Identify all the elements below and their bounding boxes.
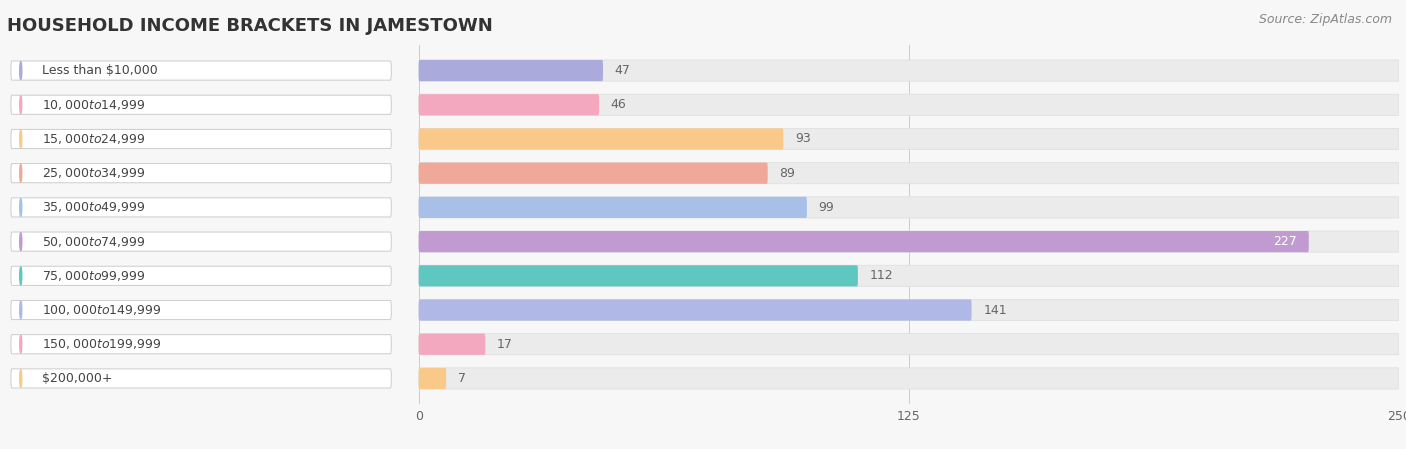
FancyBboxPatch shape (419, 128, 783, 150)
Text: 46: 46 (610, 98, 627, 111)
FancyBboxPatch shape (419, 128, 1399, 150)
Text: 17: 17 (498, 338, 513, 351)
FancyBboxPatch shape (11, 369, 391, 388)
Text: 7: 7 (458, 372, 465, 385)
FancyBboxPatch shape (419, 94, 599, 115)
Text: 47: 47 (614, 64, 631, 77)
Text: $50,000 to $74,999: $50,000 to $74,999 (42, 235, 146, 249)
Text: $10,000 to $14,999: $10,000 to $14,999 (42, 98, 146, 112)
Text: $150,000 to $199,999: $150,000 to $199,999 (42, 337, 162, 351)
Circle shape (20, 164, 21, 182)
Circle shape (20, 335, 21, 353)
Text: $15,000 to $24,999: $15,000 to $24,999 (42, 132, 146, 146)
FancyBboxPatch shape (11, 335, 391, 354)
Circle shape (20, 233, 21, 251)
Circle shape (20, 301, 21, 319)
FancyBboxPatch shape (419, 163, 768, 184)
FancyBboxPatch shape (419, 299, 972, 321)
Text: 112: 112 (870, 269, 893, 282)
FancyBboxPatch shape (11, 163, 391, 183)
FancyBboxPatch shape (11, 232, 391, 251)
Text: $200,000+: $200,000+ (42, 372, 112, 385)
FancyBboxPatch shape (11, 266, 391, 286)
Text: 227: 227 (1274, 235, 1296, 248)
FancyBboxPatch shape (11, 95, 391, 114)
FancyBboxPatch shape (419, 231, 1399, 252)
FancyBboxPatch shape (419, 197, 1399, 218)
FancyBboxPatch shape (419, 334, 485, 355)
Text: 89: 89 (779, 167, 796, 180)
FancyBboxPatch shape (419, 265, 858, 286)
Circle shape (20, 62, 21, 79)
FancyBboxPatch shape (11, 300, 391, 320)
Text: $25,000 to $34,999: $25,000 to $34,999 (42, 166, 146, 180)
Circle shape (20, 370, 21, 387)
FancyBboxPatch shape (419, 231, 1309, 252)
FancyBboxPatch shape (419, 299, 1399, 321)
Text: HOUSEHOLD INCOME BRACKETS IN JAMESTOWN: HOUSEHOLD INCOME BRACKETS IN JAMESTOWN (7, 17, 492, 35)
FancyBboxPatch shape (419, 265, 1399, 286)
FancyBboxPatch shape (11, 129, 391, 149)
Text: Less than $10,000: Less than $10,000 (42, 64, 157, 77)
Text: $35,000 to $49,999: $35,000 to $49,999 (42, 200, 146, 214)
Circle shape (20, 130, 21, 148)
FancyBboxPatch shape (419, 368, 1399, 389)
Text: $100,000 to $149,999: $100,000 to $149,999 (42, 303, 162, 317)
Circle shape (20, 96, 21, 114)
FancyBboxPatch shape (419, 197, 807, 218)
Text: 99: 99 (818, 201, 834, 214)
Circle shape (20, 198, 21, 216)
Text: $75,000 to $99,999: $75,000 to $99,999 (42, 269, 146, 283)
FancyBboxPatch shape (419, 163, 1399, 184)
FancyBboxPatch shape (419, 60, 603, 81)
Circle shape (20, 267, 21, 285)
Text: Source: ZipAtlas.com: Source: ZipAtlas.com (1258, 13, 1392, 26)
FancyBboxPatch shape (419, 94, 1399, 115)
FancyBboxPatch shape (419, 368, 446, 389)
FancyBboxPatch shape (11, 61, 391, 80)
FancyBboxPatch shape (419, 60, 1399, 81)
Text: 141: 141 (983, 304, 1007, 317)
Text: 93: 93 (796, 132, 811, 145)
FancyBboxPatch shape (11, 198, 391, 217)
FancyBboxPatch shape (419, 334, 1399, 355)
